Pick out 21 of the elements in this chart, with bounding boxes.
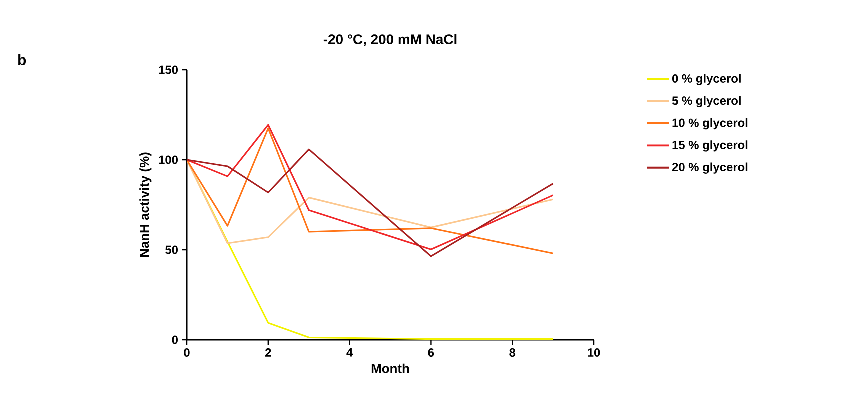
x-tick-label: 6 xyxy=(428,348,434,357)
y-tick-label: 150 xyxy=(159,66,178,74)
y-tick-label: 100 xyxy=(159,156,178,164)
line-series xyxy=(187,148,554,258)
legend-label: 10 % glycerol xyxy=(672,118,748,130)
y-axis-title: NanH activity (%) xyxy=(140,152,152,258)
x-axis-title: Month xyxy=(372,364,410,374)
chart-title: -20 °C, 200 mM NaCl xyxy=(324,34,457,46)
x-tick-label: 0 xyxy=(184,348,190,357)
legend-label: 0 % glycerol xyxy=(672,74,741,86)
y-tick-label: 0 xyxy=(172,336,178,344)
x-tick-label: 10 xyxy=(588,348,600,357)
legend-label: 20 % glycerol xyxy=(672,162,748,174)
line-series xyxy=(187,159,554,244)
x-tick-label: 4 xyxy=(346,348,354,357)
legend-label: 5 % glycerol xyxy=(672,96,741,108)
x-tick-label: 2 xyxy=(266,348,272,357)
text: b xyxy=(18,54,26,66)
x-tick-label: 8 xyxy=(510,348,516,357)
y-tick-label: 50 xyxy=(166,246,178,254)
legend-label: 15 % glycerol xyxy=(672,140,748,152)
